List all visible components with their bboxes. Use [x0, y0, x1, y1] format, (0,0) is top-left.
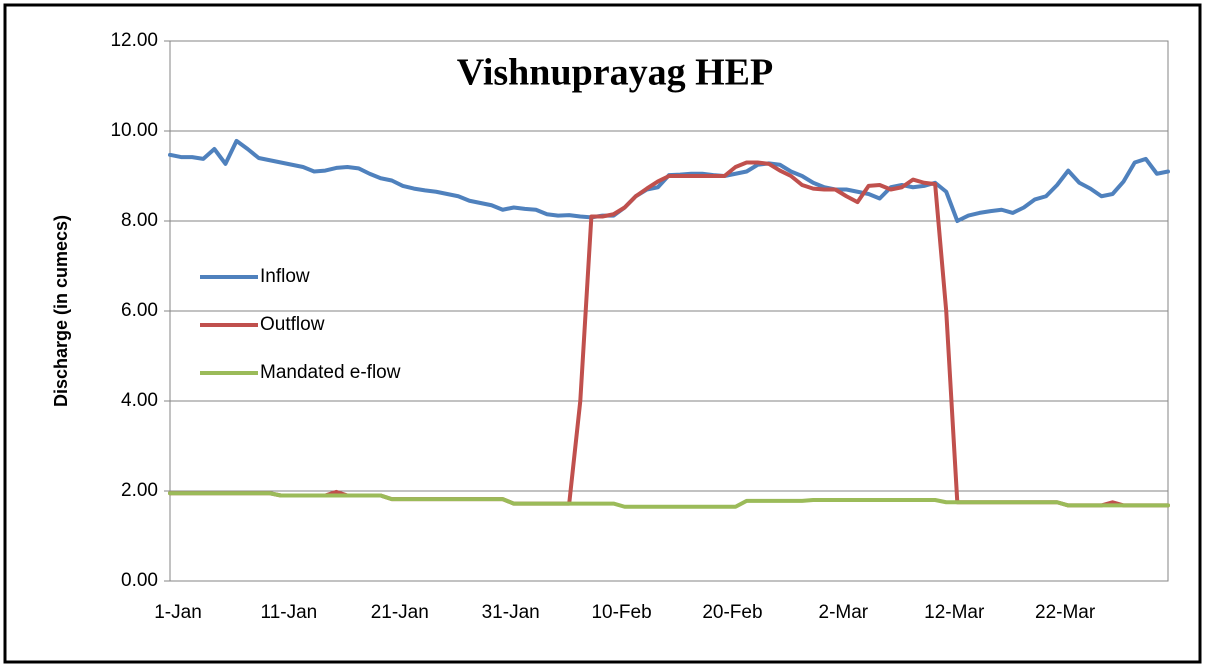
chart-title: Vishnuprayag HEP: [457, 52, 773, 94]
y-tick-label: 2.00: [121, 480, 158, 501]
legend-label: Inflow: [260, 266, 310, 287]
x-tick-label: 20-Feb: [702, 602, 762, 623]
y-tick-label: 6.00: [121, 300, 158, 321]
x-tick-label: 1-Jan: [154, 602, 202, 623]
y-tick-label: 0.00: [121, 570, 158, 591]
x-tick-label: 11-Jan: [261, 602, 318, 623]
y-tick-label: 8.00: [121, 210, 158, 231]
series-line: [168, 491, 1170, 509]
x-tick-label: 31-Jan: [482, 602, 540, 623]
legend-label: Outflow: [260, 314, 325, 335]
x-tick-label: 12-Mar: [924, 602, 985, 623]
x-tick-label: 21-Jan: [371, 602, 429, 623]
x-tick-label: 22-Mar: [1035, 602, 1096, 623]
chart-frame: [3, 3, 1202, 664]
legend-label: Mandated e-flow: [260, 362, 401, 383]
y-tick-label: 10.00: [110, 120, 158, 141]
x-tick-label: 2-Mar: [819, 602, 869, 623]
y-tick-label: 12.00: [110, 30, 158, 51]
series-lines: [168, 138, 1170, 509]
plot-area: [169, 40, 1169, 582]
x-tick-label: 10-Feb: [591, 602, 651, 623]
labels: 0.00 2.00 4.00 6.00 8.00 10.00 12.00 1-Jan 11-Ja…: [110, 30, 1095, 623]
y-tick-label: 4.00: [121, 390, 158, 411]
y-axis-label: Discharge (in cumecs): [51, 215, 71, 407]
